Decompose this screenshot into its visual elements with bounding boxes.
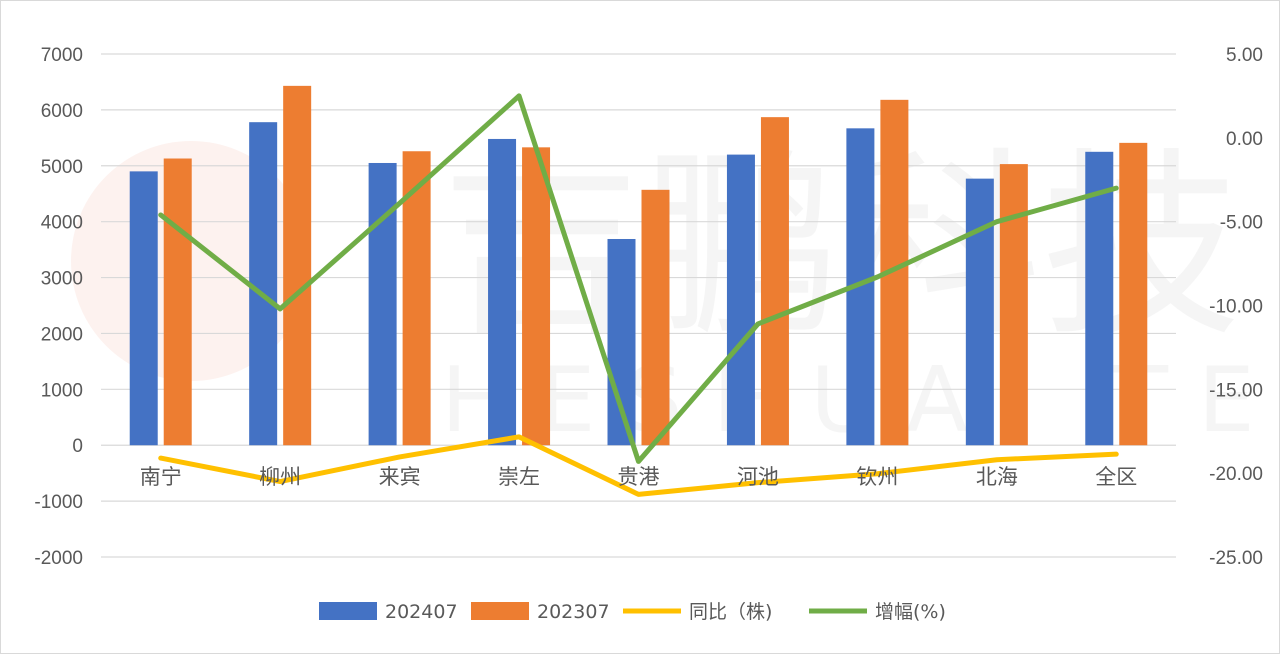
right-axis-ticks: -25.00 -20.00 -15.00 -10.00 -5.00 0.00 5.00 (1209, 45, 1263, 569)
x-tick-label: 全区 (1095, 465, 1137, 489)
bar-202407 (965, 178, 994, 446)
legend-label: 同比（株) (689, 601, 772, 623)
lines (158, 93, 1119, 497)
legend: 202407 202307 同比（株) 增幅(%) (319, 601, 946, 623)
left-tick-label: -1000 (34, 492, 83, 513)
left-tick-label: 1000 (41, 380, 83, 401)
left-tick-label: 4000 (41, 213, 83, 234)
left-tick-label: -2000 (34, 548, 83, 569)
line-增幅(%) (158, 93, 1119, 464)
right-tick-label: -15.00 (1209, 380, 1263, 401)
right-tick-label: 0.00 (1226, 129, 1263, 150)
bar-202307 (283, 85, 312, 446)
left-tick-label: 0 (72, 436, 83, 457)
line-同比（株) (158, 434, 1119, 497)
x-tick-label: 柳州 (259, 465, 301, 489)
bar-202307 (999, 164, 1028, 446)
gridlines (101, 53, 1176, 558)
x-tick-label: 来宾 (379, 465, 421, 489)
bar-202307 (402, 151, 431, 446)
legend-label: 202407 (385, 601, 458, 623)
x-tick-label: 河池 (737, 465, 779, 489)
bar-202307 (163, 158, 192, 446)
legend-label: 202307 (537, 601, 610, 623)
bar-202307 (1119, 142, 1148, 446)
left-tick-label: 2000 (41, 324, 83, 345)
right-tick-label: -10.00 (1209, 297, 1263, 318)
left-axis-ticks: -2000 -1000 0 1000 2000 3000 4000 5000 6000 7000 (34, 45, 83, 569)
bar-202407 (1085, 151, 1114, 446)
right-tick-label: 5.00 (1226, 45, 1263, 66)
legend-swatch (319, 602, 377, 620)
x-tick-label: 北海 (976, 465, 1018, 489)
left-tick-label: 6000 (41, 101, 83, 122)
x-tick-label: 钦州 (856, 465, 898, 489)
right-tick-label: -20.00 (1209, 464, 1263, 485)
bar-202407 (488, 138, 517, 446)
bars (129, 85, 1148, 446)
bar-202407 (726, 154, 755, 446)
bar-202307 (522, 147, 551, 446)
legend-swatch (471, 602, 529, 620)
x-axis-ticks: 南宁 柳州 来宾 崇左 贵港 河池 钦州 北海 全区 (140, 465, 1138, 489)
x-tick-label: 南宁 (140, 465, 182, 489)
bar-202307 (641, 189, 670, 446)
bar-202407 (129, 171, 158, 446)
bar-202307 (760, 117, 789, 446)
right-tick-label: -25.00 (1209, 548, 1263, 569)
bar-202407 (249, 122, 278, 446)
left-tick-label: 5000 (41, 157, 83, 178)
x-tick-label: 贵港 (618, 465, 660, 489)
left-tick-label: 3000 (41, 269, 83, 290)
right-tick-label: -5.00 (1220, 213, 1263, 234)
left-tick-label: 7000 (41, 45, 83, 66)
x-tick-label: 崇左 (498, 465, 540, 489)
bar-202407 (368, 162, 397, 446)
legend-label: 增幅(%) (875, 601, 946, 623)
